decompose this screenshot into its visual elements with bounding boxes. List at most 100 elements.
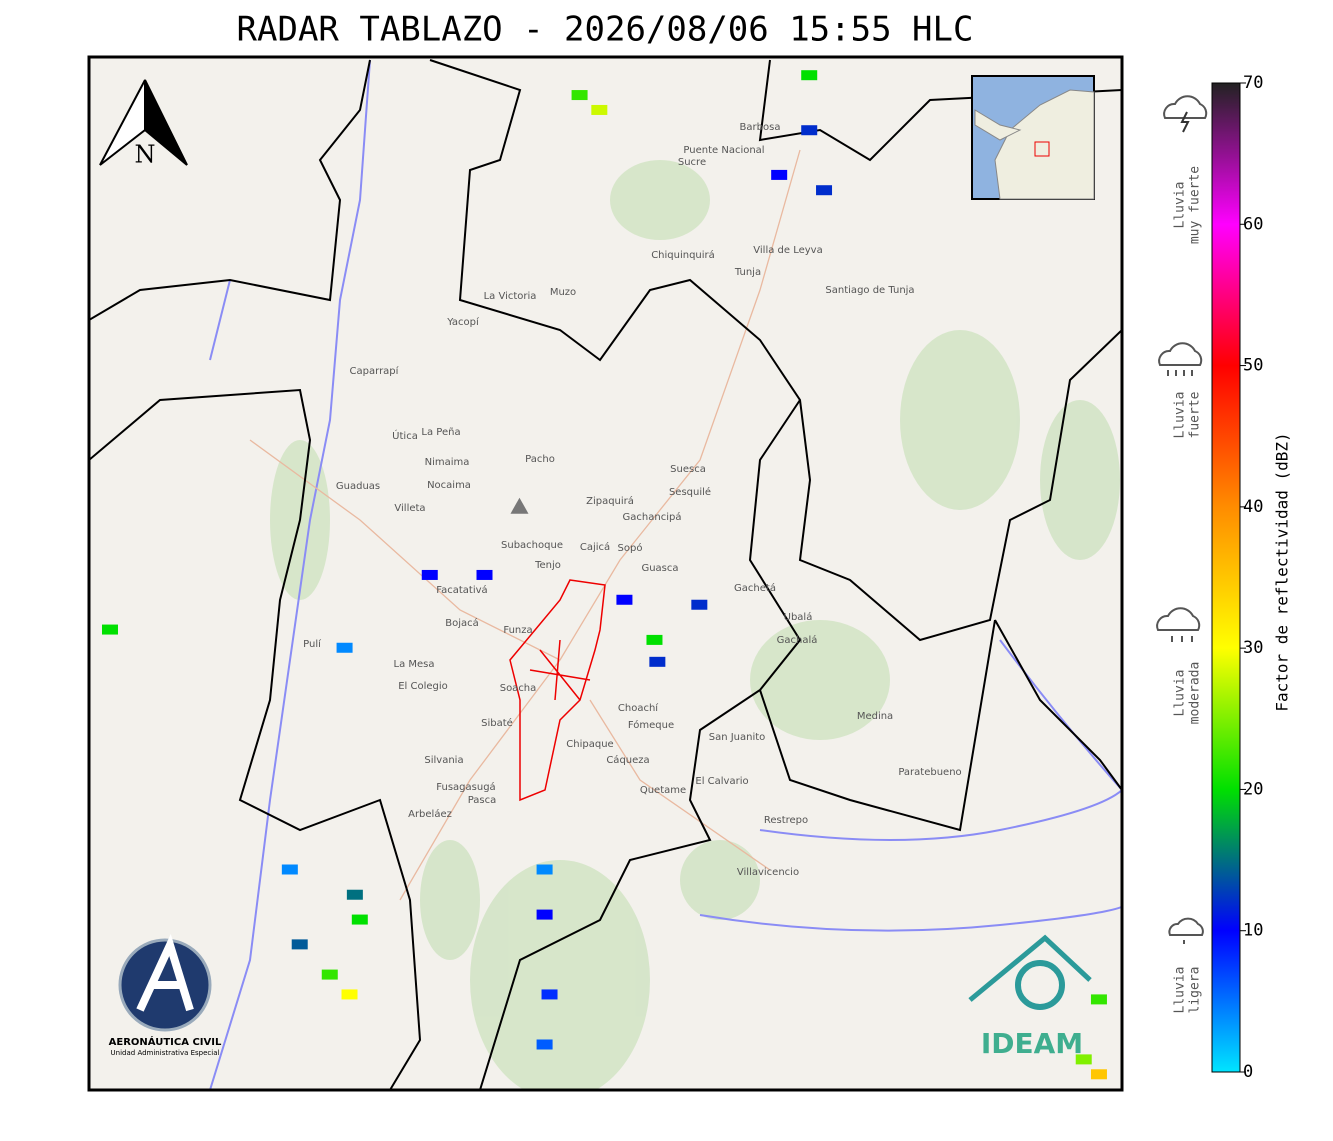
place-label: Gachancipá [623,511,682,523]
radar-echo [321,969,338,980]
legend-label: Lluvia [1173,670,1188,717]
place-label: Bojacá [445,617,479,629]
colorbar-tick-label: 0 [1243,1062,1253,1082]
place-label: Pulí [303,638,322,650]
place-label: Pacho [525,454,555,465]
place-label: Guasca [641,563,678,574]
radar-echo [649,656,666,667]
place-label: Fómeque [628,719,674,731]
place-label: Zipaquirá [586,495,634,507]
radar-echo [541,989,558,1000]
place-label: Medina [857,711,893,722]
colorbar-tick-label: 70 [1243,73,1263,93]
radar-echo [646,634,663,645]
radar-echo [616,594,633,605]
place-label: Cajicá [580,541,610,553]
place-label: La Peña [421,427,460,438]
radar-echo [591,104,608,115]
radar-echo [801,125,818,136]
radar-echo [536,864,553,875]
place-label: Sopó [618,542,643,554]
radar-echo [101,624,118,635]
place-label: Sucre [678,157,706,168]
radar-echo [336,642,353,653]
radar-echo [691,599,708,610]
place-label: Chipaque [566,739,613,750]
radar-echo [1090,994,1107,1005]
place-label: Gachalá [777,634,818,646]
place-label: Ubalá [784,611,813,623]
place-label: Suesca [670,464,706,475]
bogota-limits [509,579,606,802]
place-label: Barbosa [740,122,781,133]
place-label: Funza [503,625,532,636]
ideam-name: IDEAM [981,1027,1083,1060]
place-label: Choachí [618,702,659,714]
place-label: Sibaté [481,717,513,729]
place-label: Restrepo [764,815,808,826]
colorbar-tick-label: 60 [1243,214,1263,234]
place-label: Guaduas [336,481,380,492]
radar-echo [816,185,833,196]
colorbar-tick-label: 30 [1243,638,1263,658]
aerocivil-sub: Unidad Administrativa Especial [111,1049,220,1057]
rivers [209,59,1122,1090]
aerocivil-name: AERONÁUTICA CIVIL [109,1035,222,1048]
legend-label: Lluvia [1173,182,1188,229]
colorbar-tick-label: 40 [1243,497,1263,517]
place-label: El Calvario [695,776,748,787]
radar-echo [341,989,358,1000]
legend-label: Lluvia [1173,392,1188,439]
radar-echo [291,939,308,950]
radar-echo [1075,1054,1092,1065]
radar-echo [1090,1069,1107,1080]
radar-echo [346,889,363,900]
place-label: Yacopí [446,316,480,328]
map-frame [87,55,1124,1092]
colorbar-tick-label: 10 [1243,921,1263,941]
legend-label: moderada [1188,662,1203,725]
place-label: Paratebueno [898,767,961,778]
place-label: Villavicencio [737,867,799,878]
radar-site [510,497,529,514]
place-label: La Mesa [394,659,435,670]
inset-map [971,75,1095,200]
place-label: Chiquinquirá [651,249,715,261]
place-label: Arbeláez [408,808,452,820]
place-label: Soacha [500,683,537,694]
radar-echo [571,90,588,101]
legend-label: fuerte [1188,391,1203,438]
place-label: Fusagasugá [436,781,495,793]
place-label: Tunja [734,267,761,278]
place-label: Subachoque [501,540,563,551]
radar-echo [476,569,493,580]
place-label: San Juanito [709,732,766,743]
title: RADAR TABLAZO - 2026/08/06 15:55 HLC [237,10,974,50]
place-label: Facatativá [436,584,487,596]
place-label: Gachetá [734,582,776,594]
colorbar-tick-label: 50 [1243,356,1263,376]
aerocivil-logo: AERONÁUTICA CIVIL Unidad Administrativa … [109,933,222,1057]
place-label: Nimaima [425,457,470,468]
place-label: La Victoria [484,291,537,302]
radar-echo [281,864,298,875]
place-label: Útica [392,429,418,442]
place-label: Quetame [640,785,686,796]
place-label: El Colegio [398,681,448,692]
colorbar-tick-label: 20 [1243,779,1263,799]
radar-echo [536,909,553,920]
terrain [270,160,1120,1090]
legend-icons [1156,95,1208,944]
legend-label: Lluvia [1173,967,1188,1014]
radar-echo [801,70,818,81]
place-label: Cáqueza [606,754,649,766]
place-label: Villeta [394,503,425,514]
place-label: Pasca [468,795,497,806]
place-label: Nocaima [427,480,471,491]
legend-label: ligera [1188,967,1203,1014]
place-label: Muzo [550,287,576,298]
place-label: Tenjo [534,560,561,571]
place-label: Silvania [424,755,463,766]
radar-echo [351,914,368,925]
